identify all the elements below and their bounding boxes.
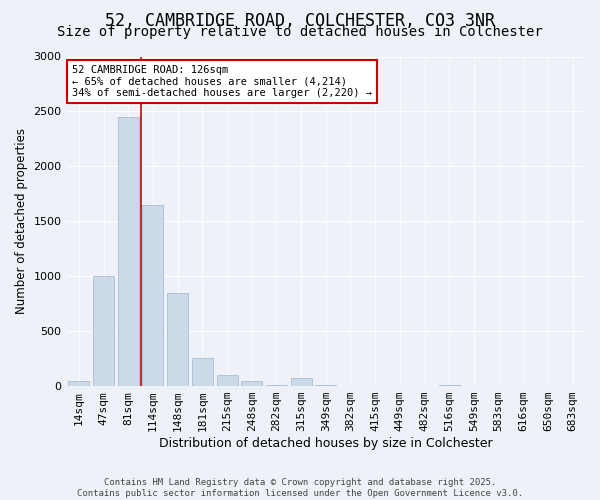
Y-axis label: Number of detached properties: Number of detached properties [15,128,28,314]
Bar [241,380,262,386]
Text: Contains HM Land Registry data © Crown copyright and database right 2025.
Contai: Contains HM Land Registry data © Crown c… [77,478,523,498]
Bar [439,385,460,386]
Text: 52, CAMBRIDGE ROAD, COLCHESTER, CO3 3NR: 52, CAMBRIDGE ROAD, COLCHESTER, CO3 3NR [105,12,495,30]
Bar [118,117,139,386]
Bar [142,205,163,386]
Text: Size of property relative to detached houses in Colchester: Size of property relative to detached ho… [57,25,543,39]
Bar [167,292,188,386]
Bar [192,358,213,386]
X-axis label: Distribution of detached houses by size in Colchester: Distribution of detached houses by size … [159,437,493,450]
Bar [266,385,287,386]
Bar [93,276,114,386]
Text: 52 CAMBRIDGE ROAD: 126sqm
← 65% of detached houses are smaller (4,214)
34% of se: 52 CAMBRIDGE ROAD: 126sqm ← 65% of detac… [72,64,372,98]
Bar [290,378,311,386]
Bar [217,375,238,386]
Bar [315,385,336,386]
Bar [68,380,89,386]
